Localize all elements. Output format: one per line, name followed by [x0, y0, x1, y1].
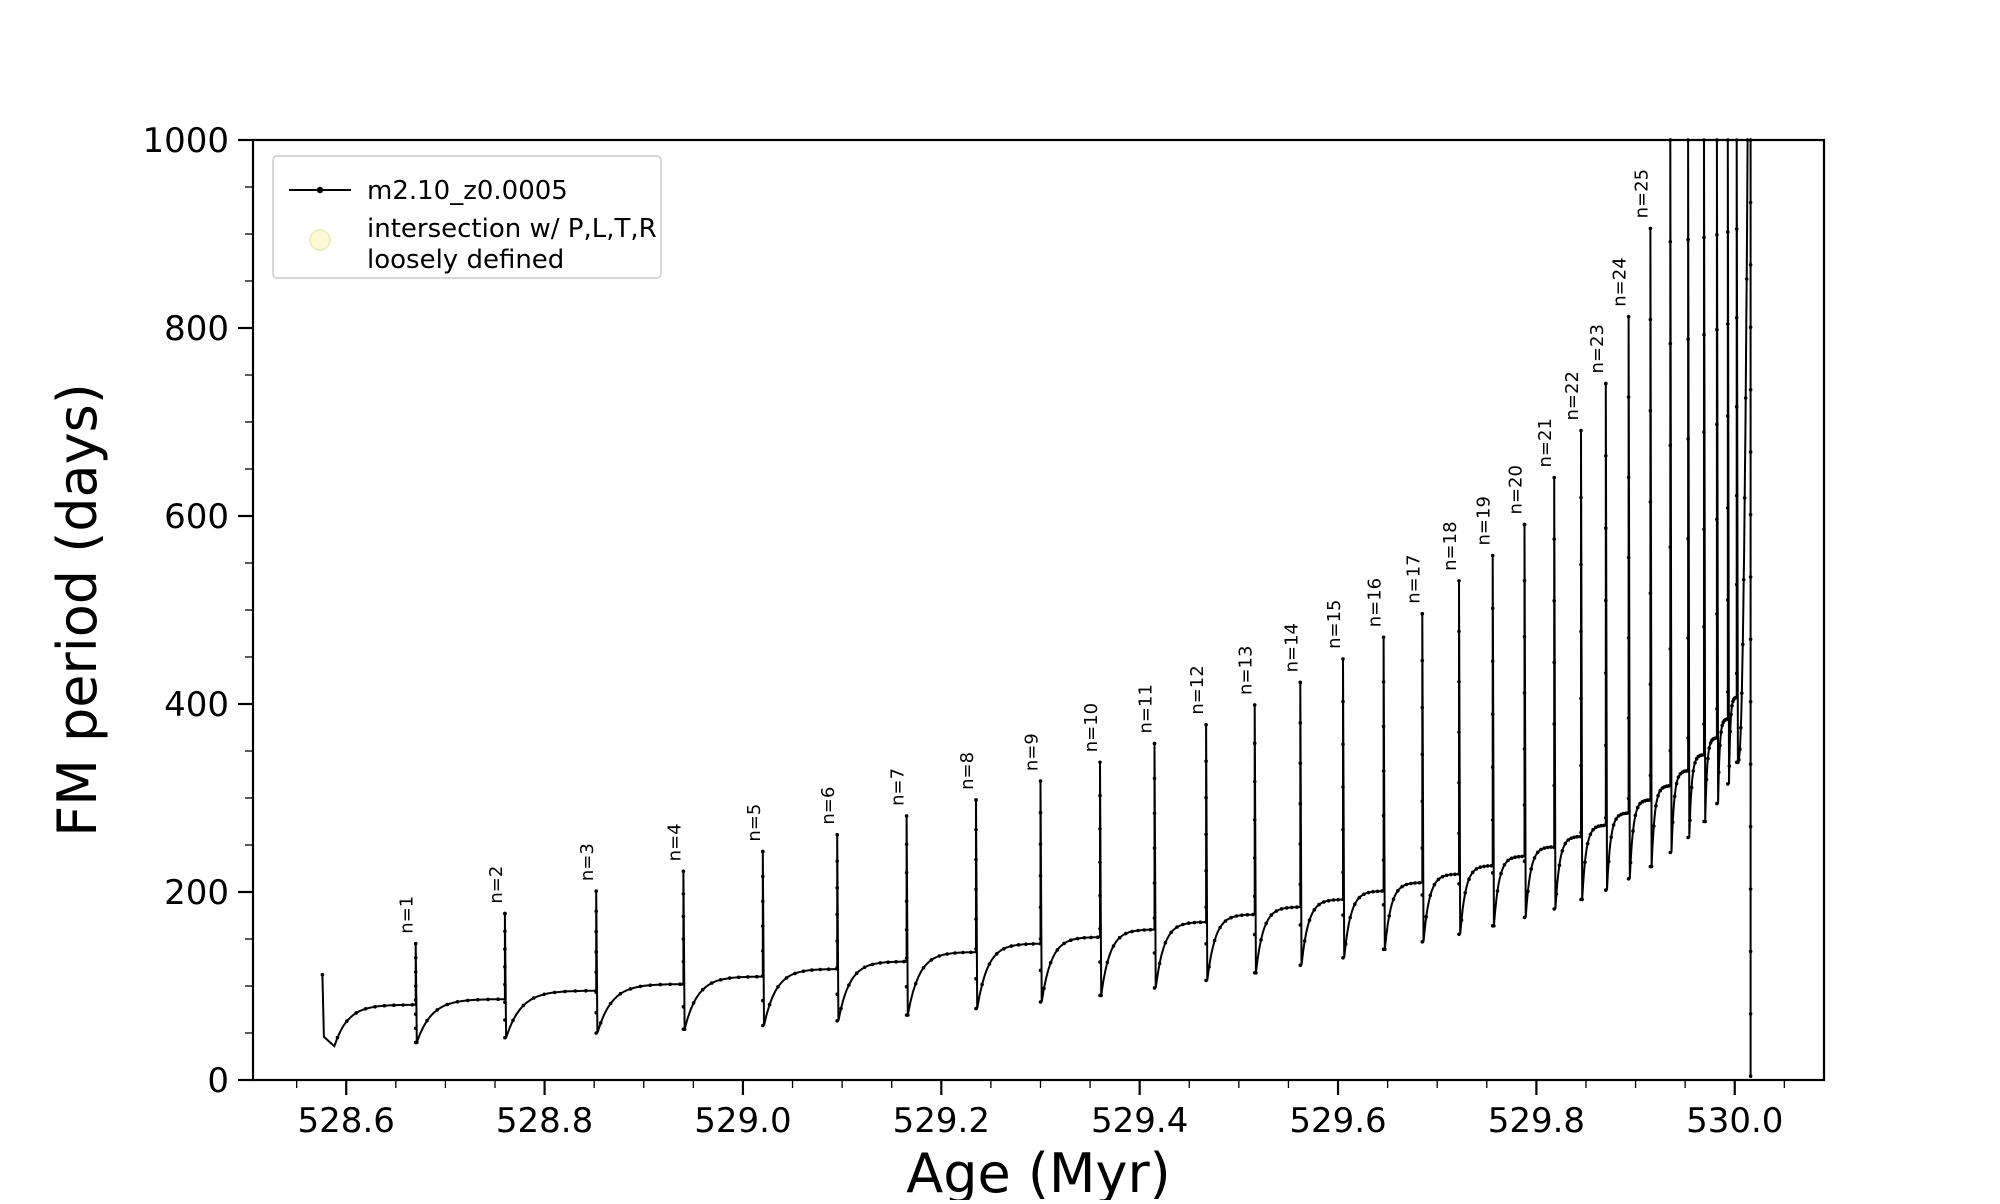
legend-box	[272, 155, 662, 279]
legend-dot-marker	[316, 186, 324, 194]
pulse-label: n=19	[1474, 496, 1495, 545]
x-axis-ticks: 528.6 528.8 529.0 529.2 529.4 529.6 529.8 530.0	[295, 1080, 1785, 1141]
y-tick-label: 1000	[142, 121, 229, 161]
pulse-label: n=15	[1324, 599, 1345, 648]
y-axis-label: FM period (days)	[46, 383, 109, 837]
pulse-label: n=24	[1610, 257, 1631, 306]
pulse-label: n=25	[1631, 169, 1652, 218]
axes-box	[251, 138, 1826, 1082]
legend-intersection-marker	[309, 229, 331, 251]
pulse-label: n=20	[1505, 465, 1526, 514]
pulse-label: n=6	[818, 787, 839, 825]
x-tick-label: 528.8	[496, 1101, 593, 1141]
legend-label-series: m2.10_z0.0005	[367, 176, 568, 206]
x-tick-label: 529.0	[694, 1101, 791, 1141]
x-tick-label: 529.4	[1091, 1101, 1188, 1141]
pulse-label: n=16	[1365, 578, 1386, 627]
x-tick-label: 529.8	[1488, 1101, 1585, 1141]
y-tick-label: 400	[164, 685, 229, 725]
pulse-label: n=11	[1136, 684, 1157, 733]
pulse-label: n=14	[1281, 623, 1302, 672]
x-axis-label: Age (Myr)	[906, 1142, 1171, 1200]
y-axis-ticks: 0 200 400 600 800 1000	[142, 121, 253, 1101]
x-tick-label: 530.0	[1686, 1101, 1783, 1141]
legend: m2.10_z0.0005 intersection w/ P,L,T,Rloos…	[272, 155, 662, 279]
legend-label-intersection-line1: intersection w/ P,L,T,R	[367, 214, 657, 244]
x-tick-label: 529.6	[1289, 1101, 1386, 1141]
x-tick-label: 529.2	[893, 1101, 990, 1141]
y-tick-label: 600	[164, 497, 229, 537]
pulse-label: n=1	[397, 896, 418, 934]
pulse-label: n=8	[957, 752, 978, 790]
pulse-label: n=22	[1562, 371, 1583, 420]
pulse-label: n=9	[1021, 733, 1042, 771]
pulse-label: n=21	[1535, 418, 1556, 467]
series-dot-markers	[320, 138, 1753, 1078]
pulse-label: n=4	[664, 823, 685, 861]
pulse-label: n=13	[1236, 646, 1257, 695]
pulse-label: n=5	[744, 804, 765, 842]
pulse-label: n=7	[888, 768, 909, 806]
y-tick-label: 0	[207, 1061, 229, 1101]
pulse-label: n=10	[1081, 703, 1102, 752]
series-line-m2.10_z0.0005	[321, 139, 1752, 1077]
pulse-label: n=23	[1587, 324, 1608, 373]
x-tick-label: 528.6	[298, 1101, 395, 1141]
y-tick-label: 200	[164, 873, 229, 913]
legend-label-intersection-line2: loosely defined	[367, 245, 564, 275]
pulse-label: n=18	[1440, 521, 1461, 570]
pulse-label: n=12	[1187, 665, 1208, 714]
pulse-label: n=17	[1403, 554, 1424, 603]
pulse-number-labels: n=1 n=2 n=3 n=4 n=5 n=6 n=7 n=8 n=9 n=10 n=11 n=12 n…	[397, 169, 1653, 934]
pulse-label: n=3	[577, 843, 598, 881]
pulse-label: n=2	[486, 866, 507, 904]
y-tick-label: 800	[164, 309, 229, 349]
